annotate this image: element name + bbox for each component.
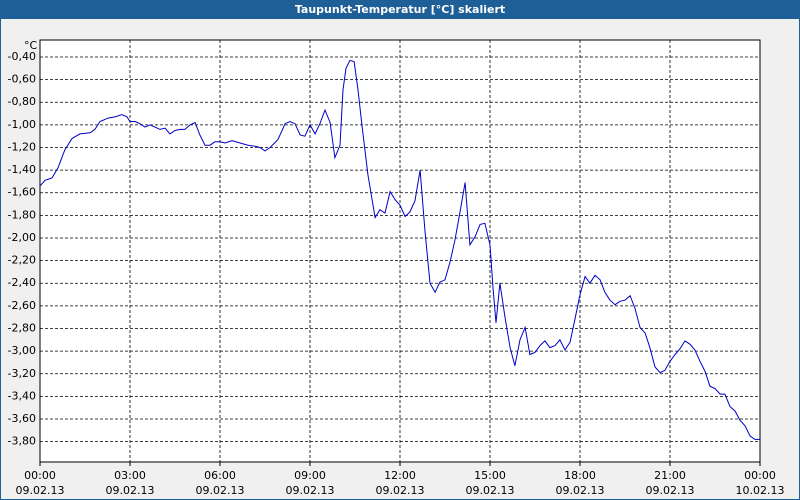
y-tick-label: -3,20: [8, 367, 36, 380]
x-tick-date: 09.02.13: [196, 484, 245, 497]
x-tick-label: 15:00: [474, 469, 506, 482]
y-tick-label: -3,60: [8, 412, 36, 425]
y-tick-label: -3,80: [8, 435, 36, 448]
chart-title: Taupunkt-Temperatur [°C] skaliert: [295, 3, 505, 16]
y-tick-label: -1,40: [8, 163, 36, 176]
title-bar: [0, 0, 800, 19]
x-tick-date: 09.02.13: [16, 484, 65, 497]
x-tick-label: 06:00: [204, 469, 236, 482]
y-tick-label: -2,40: [8, 276, 36, 289]
y-tick-label: -2,00: [8, 231, 36, 244]
y-tick-label: -1,00: [8, 118, 36, 131]
y-tick-label: -0,60: [8, 73, 36, 86]
x-tick-date: 09.02.13: [106, 484, 155, 497]
x-tick-label: 09:00: [294, 469, 326, 482]
x-tick-date: 09.02.13: [286, 484, 335, 497]
x-tick-date: 09.02.13: [376, 484, 425, 497]
y-tick-label: -3,40: [8, 389, 36, 402]
x-tick-date: 09.02.13: [466, 484, 515, 497]
x-tick-date: 09.02.13: [646, 484, 695, 497]
line: [39, 59, 760, 440]
x-tick-date: 09.02.13: [556, 484, 605, 497]
x-tick-label: 00:00: [744, 469, 776, 482]
y-tick-label: -0,80: [8, 95, 36, 108]
y-tick-label: -1,20: [8, 140, 36, 153]
x-tick-label: 00:00: [24, 469, 56, 482]
y-tick-label: -1,60: [8, 186, 36, 199]
y-tick-label: -1,80: [8, 208, 36, 221]
x-tick-label: 03:00: [114, 469, 146, 482]
y-tick-label: -2,80: [8, 321, 36, 334]
x-tick-label: 18:00: [564, 469, 596, 482]
y-tick-label: -3,00: [8, 344, 36, 357]
y-unit: °C: [24, 39, 38, 52]
x-tick-date: 10.02.13: [736, 484, 785, 497]
y-tick-label: -2,20: [8, 254, 36, 267]
y-tick-label: -0,40: [8, 50, 36, 63]
y-tick-label: -2,60: [8, 299, 36, 312]
x-tick-label: 21:00: [654, 469, 686, 482]
x-tick-label: 12:00: [384, 469, 416, 482]
